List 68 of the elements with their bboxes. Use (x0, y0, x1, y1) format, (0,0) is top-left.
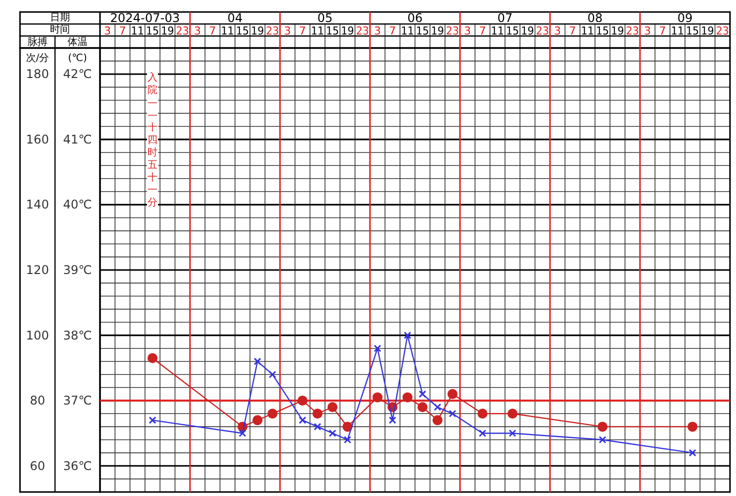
x-tick-label: 15 (236, 24, 250, 38)
x-tick-label: 7 (299, 24, 306, 38)
text: 07 (497, 11, 513, 25)
y-axis-title: 脉搏次/分 (26, 36, 50, 64)
x-tick-label: 3 (194, 24, 201, 38)
x-tick-label: 3 (644, 24, 651, 38)
x-tick-label: 15 (596, 24, 610, 38)
x-tick-label: 11 (581, 24, 595, 38)
x-tick-label: 11 (671, 24, 685, 38)
x-tick-label: 15 (506, 24, 520, 38)
x-tick-label: 15 (326, 24, 340, 38)
x-tick-label: 19 (251, 24, 265, 38)
x-tick-label: 23 (356, 24, 370, 38)
text: 05 (317, 11, 333, 25)
x-tick-label: 3 (464, 24, 471, 38)
y-tick-label: 140 (26, 198, 49, 212)
y2-tick-label: 42℃ (63, 67, 92, 82)
x-tick-label: 7 (569, 24, 576, 38)
x-tick-label: 7 (389, 24, 396, 38)
x-tick-label: 3 (554, 24, 561, 38)
x-tick-label: 7 (659, 24, 666, 38)
x-tick-label: 23 (536, 24, 550, 38)
text: 06 (407, 11, 423, 25)
x-tick-label: 7 (209, 24, 216, 38)
x-tick-label: 23 (266, 24, 280, 38)
text: 09 (677, 11, 693, 25)
y2-tick-label: 41℃ (63, 132, 92, 146)
x-tick-label: 11 (221, 24, 235, 38)
y-tick-label: 80 (30, 394, 46, 408)
x-tick-label: 7 (119, 24, 126, 38)
text: 日期 (50, 12, 70, 24)
y-tick-label: 160 (26, 132, 49, 146)
x-tick-label: 19 (521, 24, 535, 38)
y2-tick-label: 36℃ (63, 458, 92, 473)
y2-tick-label: 40℃ (63, 198, 92, 212)
x-tick-label: 19 (701, 24, 715, 38)
y-tick-label: 100 (26, 328, 49, 342)
x-tick-label: 11 (311, 24, 325, 38)
x-tick-label: 11 (131, 24, 145, 38)
x-tick-label: 19 (161, 24, 175, 38)
y-tick-label: 60 (30, 458, 46, 473)
y2-axis-title: 体温(℃) (68, 36, 88, 64)
y-tick-label: 120 (26, 263, 49, 277)
x-tick-label: 23 (626, 24, 640, 38)
x-tick-label: 23 (176, 24, 190, 38)
text: 08 (587, 11, 603, 25)
x-axis-title: 时间 (50, 24, 70, 36)
y2-tick-label: 38℃ (63, 328, 92, 342)
x-tick-label: 19 (611, 24, 625, 38)
x-tick-label: 11 (401, 24, 415, 38)
y-tick-label: 180 (26, 67, 49, 82)
x-tick-label: 19 (341, 24, 355, 38)
y2-tick-label: 39℃ (63, 263, 92, 277)
x-tick-label: 15 (416, 24, 430, 38)
x-tick-label: 15 (146, 24, 160, 38)
x-tick-label: 15 (686, 24, 700, 38)
text: 入院——十四时五十一分 (148, 72, 158, 209)
y2-tick-label: 37℃ (63, 394, 92, 408)
x-tick-label: 3 (374, 24, 381, 38)
text: 2024-07-03 (110, 11, 180, 25)
x-tick-label: 11 (491, 24, 505, 38)
x-tick-label: 3 (104, 24, 111, 38)
x-tick-label: 23 (446, 24, 460, 38)
x-tick-label: 7 (479, 24, 486, 38)
x-tick-label: 3 (284, 24, 291, 38)
x-tick-label: 19 (431, 24, 445, 38)
text: 04 (227, 11, 243, 25)
x-tick-label: 23 (716, 24, 730, 38)
